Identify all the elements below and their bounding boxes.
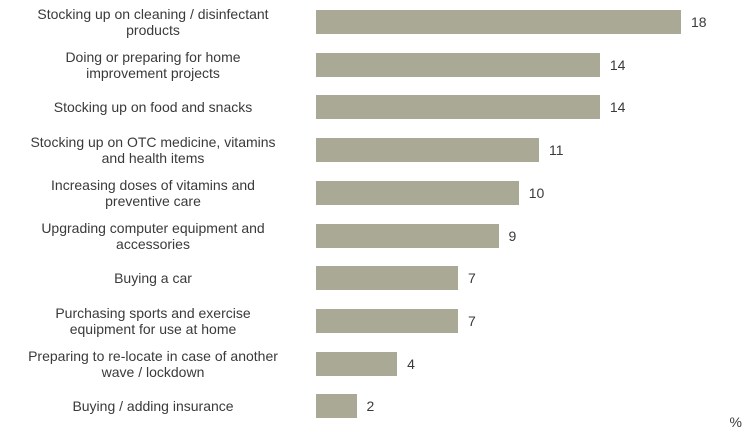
bar — [316, 351, 398, 376]
value-label: 14 — [609, 99, 626, 116]
bar — [316, 52, 600, 77]
value-label: 11 — [549, 142, 564, 159]
bar — [316, 266, 458, 291]
category-label: Purchasing sports and exercise equipment… — [55, 304, 251, 337]
category-label: Increasing doses of vitamins and prevent… — [51, 176, 255, 209]
bar — [316, 308, 458, 333]
value-label: 2 — [366, 398, 375, 415]
category-label: Preparing to re-locate in case of anothe… — [28, 347, 278, 380]
bar — [316, 394, 357, 419]
value-label: 10 — [528, 184, 545, 201]
category-label: Stocking up on cleaning / disinfectant p… — [37, 6, 269, 38]
value-label: 9 — [508, 227, 517, 244]
unit-label: % — [729, 414, 742, 430]
category-label: Upgrading computer equipment and accesso… — [41, 219, 265, 252]
value-label: 14 — [609, 56, 626, 73]
category-label: Doing or preparing for home improvement … — [65, 48, 241, 81]
value-label: 18 — [691, 14, 707, 30]
value-label: 7 — [467, 270, 476, 287]
category-label: Stocking up on OTC medicine, vitamins an… — [30, 134, 276, 167]
bar — [316, 138, 540, 163]
category-label: Buying a car — [114, 270, 192, 287]
bar — [316, 223, 499, 248]
category-label: Buying / adding insurance — [72, 398, 234, 415]
value-label: 4 — [407, 355, 415, 372]
category-label: Stocking up on food and snacks — [53, 99, 253, 116]
bar — [316, 10, 681, 34]
bar — [316, 180, 519, 205]
bar — [316, 95, 600, 120]
value-label: 7 — [467, 312, 476, 329]
